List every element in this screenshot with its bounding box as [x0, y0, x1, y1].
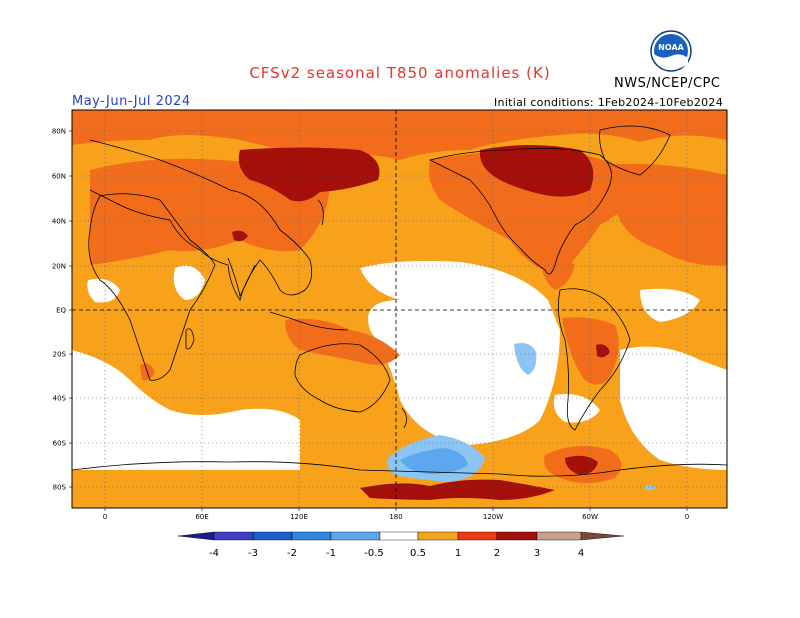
colorbar-label-7: 2 — [494, 548, 500, 559]
neutral-southeast-pacific — [553, 394, 600, 423]
lon-label-1: 60E — [195, 513, 208, 521]
map-frame — [71, 109, 728, 509]
warm-arctic — [72, 110, 727, 160]
colorbar-label-1: -3 — [248, 548, 258, 559]
lat-label-60n: 60N — [52, 173, 66, 181]
colorbar-box-3 — [330, 531, 381, 541]
cool-south-atlantic-dot — [645, 484, 656, 491]
agency-label: NWS/NCEP/CPC — [614, 76, 721, 91]
lon-label-5: 60W — [582, 513, 598, 521]
colorbar: -4 -3 -2 -1 -0.5 0.5 1 2 3 4 — [177, 531, 625, 559]
hot-antarctica — [360, 479, 555, 500]
colorbar-label-6: 1 — [455, 548, 461, 559]
map-title: CFSv2 seasonal T850 anomalies (K) — [249, 64, 551, 82]
cool-south-pacific — [514, 343, 537, 375]
colorbar-box-0 — [213, 531, 254, 541]
lat-label-eq: EQ — [56, 307, 66, 315]
anomaly-field — [72, 110, 727, 508]
latitude-labels: 80N 60N 40N 20N EQ 20S 40S 60S 80S — [52, 128, 72, 492]
warm-central-america — [540, 250, 575, 290]
hot-south-america — [596, 344, 610, 358]
hot-tibet — [232, 230, 248, 242]
logo-text: NOAA — [658, 43, 684, 52]
noaa-logo: NOAA — [650, 30, 692, 72]
forecast-period: May-Jun-Jul 2024 — [72, 94, 191, 109]
colorbar-label-8: 3 — [534, 548, 540, 559]
lat-label-80n: 80N — [52, 128, 66, 136]
colorbar-box-6 — [457, 531, 498, 541]
colorbar-label-2: -2 — [287, 548, 297, 559]
colorbar-label-5: 0.5 — [410, 548, 426, 559]
warm-south-america — [562, 317, 619, 385]
colorbar-label-4: -0.5 — [364, 548, 384, 559]
lon-label-2: 120E — [290, 513, 308, 521]
initial-conditions: Initial conditions: 1Feb2024-10Feb2024 — [494, 96, 724, 109]
longitude-labels: 0 60E 120E 180 120W 60W 0 — [103, 508, 689, 521]
neutral-atlantic-eq — [640, 288, 700, 322]
hot-canada — [479, 145, 594, 197]
neutral-southern-ocean-west — [72, 350, 300, 470]
colorbar-label-9: 4 — [578, 548, 584, 559]
hot-siberia — [238, 147, 380, 202]
lon-label-4: 120W — [483, 513, 503, 521]
lon-label-6: 0 — [685, 513, 689, 521]
neutral-africa-west — [87, 278, 120, 303]
lat-label-40n: 40N — [52, 218, 66, 226]
coastlines — [72, 125, 727, 477]
colorbar-box-5 — [417, 531, 459, 541]
equator-dateline — [72, 110, 727, 508]
neutral-south-pacific — [360, 260, 560, 445]
neutral-south-atlantic — [620, 346, 727, 470]
colorbar-box-7 — [496, 531, 538, 541]
lat-label-80s: 80S — [53, 484, 67, 492]
lat-label-20s: 20S — [53, 351, 67, 359]
colorbar-label-3: -1 — [326, 548, 336, 559]
lat-label-60s: 60S — [53, 440, 67, 448]
lon-label-0: 0 — [103, 513, 107, 521]
warm-north-atlantic — [600, 163, 727, 266]
colorbar-box-2 — [291, 531, 332, 541]
colorbar-box-1 — [252, 531, 293, 541]
colorbar-box-4 — [379, 531, 419, 541]
lat-label-40s: 40S — [53, 395, 67, 403]
colorbar-right-arrow — [580, 531, 625, 541]
colorbar-label-0: -4 — [209, 548, 219, 559]
colorbar-left-arrow — [177, 531, 215, 541]
lat-label-20n: 20N — [52, 263, 66, 271]
cool2-southern-ocean — [400, 448, 468, 474]
lon-label-3: 180 — [389, 513, 402, 521]
neutral-east-africa — [173, 265, 205, 300]
colorbar-box-8 — [536, 531, 582, 541]
